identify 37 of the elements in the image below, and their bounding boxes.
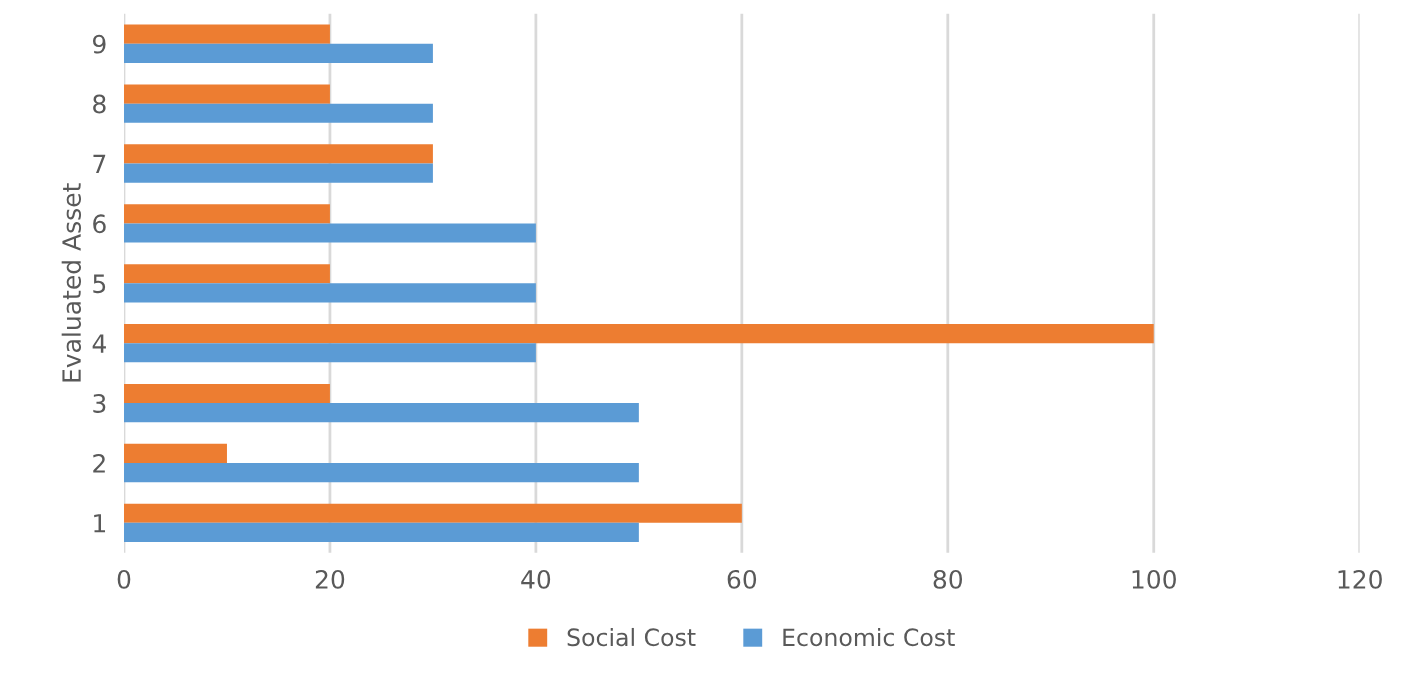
- x-tick-label: 120: [1338, 569, 1382, 589]
- bar: [123, 24, 330, 44]
- y-tick-label: 2: [93, 453, 105, 473]
- legend-label: Social Cost: [567, 627, 696, 647]
- x-tick-label: 40: [521, 569, 551, 589]
- x-tick-label: 80: [933, 569, 963, 589]
- y-tick-label: 4: [92, 334, 106, 353]
- bar: [123, 43, 433, 63]
- bar: [123, 204, 330, 224]
- bar: [123, 324, 1154, 344]
- bar: [123, 84, 330, 104]
- y-tick-label: 9: [92, 34, 106, 54]
- bar: [123, 264, 330, 284]
- y-tick-label: 3: [93, 394, 106, 413]
- y-tick-label: 6: [93, 214, 106, 234]
- x-tick-label: 100: [1132, 569, 1176, 589]
- bar: [123, 343, 536, 363]
- x-tick-label: 0: [117, 569, 131, 589]
- bar: [123, 403, 639, 423]
- bar: [123, 144, 433, 164]
- legend-label: Economic Cost: [783, 627, 955, 647]
- x-tick-label: 20: [315, 569, 345, 589]
- y-tick-label: 5: [93, 274, 106, 294]
- bar: [123, 462, 639, 483]
- bar: [123, 223, 536, 243]
- bar: [123, 283, 536, 303]
- y-tick-label: 1: [94, 514, 106, 533]
- x-tick-label: 60: [727, 569, 757, 589]
- bar: [123, 163, 433, 183]
- bar: [123, 503, 742, 523]
- bar: [123, 443, 227, 463]
- bar: [123, 383, 330, 404]
- y-axis-title: Evaluated Asset: [61, 183, 82, 382]
- bar: [123, 103, 433, 123]
- y-tick-label: 8: [93, 94, 106, 114]
- y-tick-label: 7: [93, 154, 106, 174]
- bar: [123, 522, 639, 543]
